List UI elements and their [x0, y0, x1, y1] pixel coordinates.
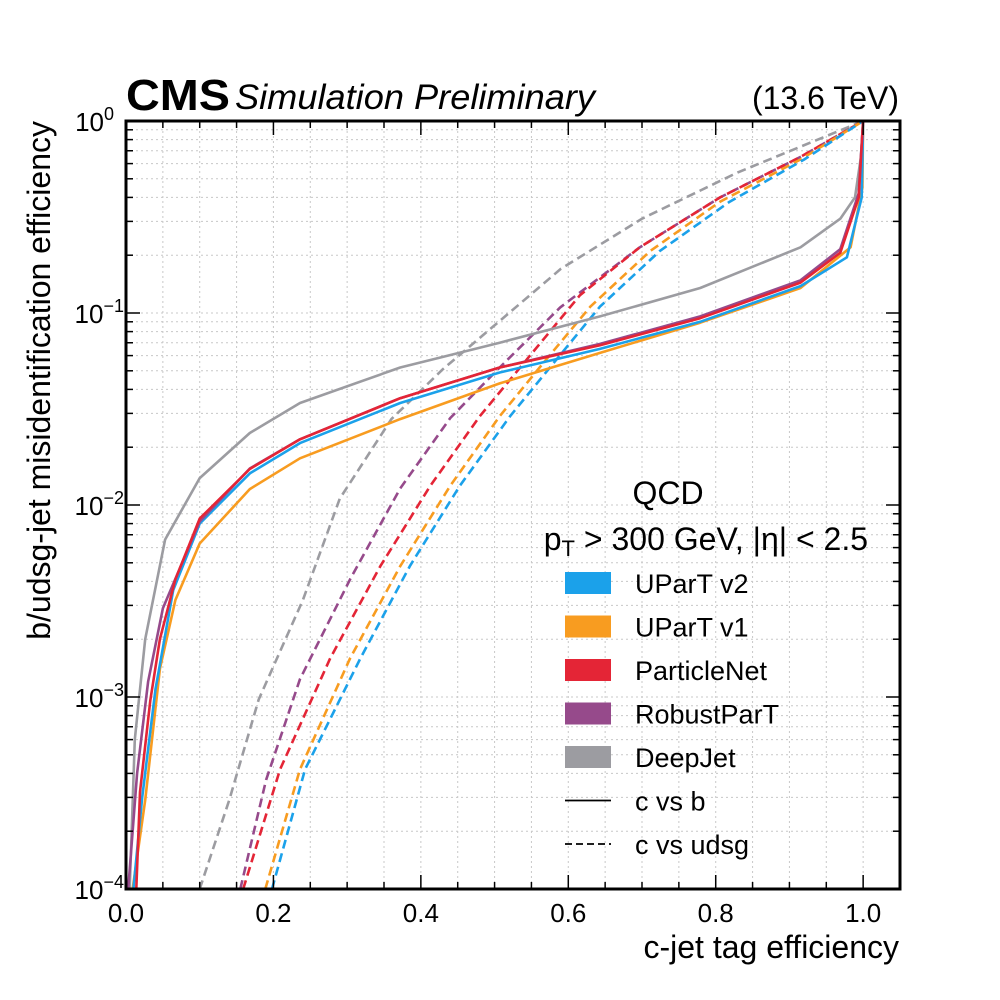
cuts-label: pT > 300 GeV, |η| < 2.5	[544, 521, 868, 561]
particlenet-c-vs-udsg-curve	[241, 119, 864, 890]
legend-label: c vs udsg	[635, 830, 749, 860]
legend-item-particlenet: ParticleNet	[565, 656, 768, 686]
x-tick-label: 0.2	[255, 898, 291, 928]
process-label: QCD	[632, 475, 703, 511]
y-tick-label: 100	[75, 104, 114, 137]
upart-v1-c-vs-udsg-curve	[264, 119, 864, 890]
x-tick-label: 0.8	[698, 898, 734, 928]
y-tick-label: 10−2	[75, 488, 124, 521]
upart-v1-c-vs-b-curve	[131, 120, 865, 890]
deepjet-c-vs-b-curve	[128, 120, 865, 890]
legend-swatch	[565, 702, 611, 725]
grid	[126, 121, 901, 889]
legend-label: DeepJet	[635, 743, 736, 773]
particlenet-c-vs-b-curve	[135, 120, 865, 890]
cuts-pt: p	[544, 521, 562, 557]
legend: UParT v2 UParT v1 ParticleNet RobustParT Dee…	[565, 569, 779, 860]
y-tick-label: 10−4	[75, 872, 124, 905]
x-tick-label: 0.0	[108, 898, 144, 928]
experiment-label: CMS	[126, 71, 230, 120]
legend-label: ParticleNet	[635, 656, 768, 686]
x-tick-label: 1.0	[845, 898, 881, 928]
tick-labels: 0.0 0.2 0.4 0.6 0.8 1.0 100 10−1 10−2 10−3 10−4	[75, 104, 882, 928]
legend-label: c vs b	[635, 787, 706, 817]
y-tick-label: 10−3	[75, 680, 124, 713]
legend-label: RobustParT	[635, 700, 779, 730]
legend-swatch	[565, 659, 611, 681]
legend-swatch	[565, 746, 611, 768]
x-tick-label: 0.4	[403, 898, 439, 928]
y-tick-label: 10−1	[75, 296, 124, 329]
legend-item-deepjet: DeepJet	[565, 743, 736, 773]
plot-frame	[124, 119, 902, 891]
curves	[126, 119, 865, 890]
upart-v2-c-vs-b-curve	[132, 120, 865, 890]
energy-label: (13.6 TeV)	[752, 80, 899, 116]
legend-item-c-vs-b: c vs b	[565, 787, 706, 817]
legend-swatch	[565, 615, 611, 638]
cuts-rest: > 300 GeV, |η| < 2.5	[575, 521, 868, 557]
x-tick-label: 0.6	[550, 898, 586, 928]
status-label: Simulation Preliminary	[235, 78, 598, 117]
legend-item-robustpart: RobustParT	[565, 700, 779, 730]
legend-item-upart-v1: UParT v1	[565, 613, 749, 643]
legend-label: UParT v1	[635, 613, 749, 643]
y-axis-label: b/udsg-jet misidentification efficiency	[21, 121, 57, 640]
legend-label: UParT v2	[635, 569, 749, 599]
legend-swatch	[565, 572, 611, 594]
x-axis-label: c-jet tag efficiency	[643, 929, 899, 965]
legend-item-upart-v2: UParT v2	[565, 569, 749, 599]
cuts-pt-sub: T	[562, 536, 575, 561]
upart-v2-c-vs-udsg-curve	[270, 119, 864, 890]
legend-item-c-vs-udsg: c vs udsg	[565, 830, 749, 860]
